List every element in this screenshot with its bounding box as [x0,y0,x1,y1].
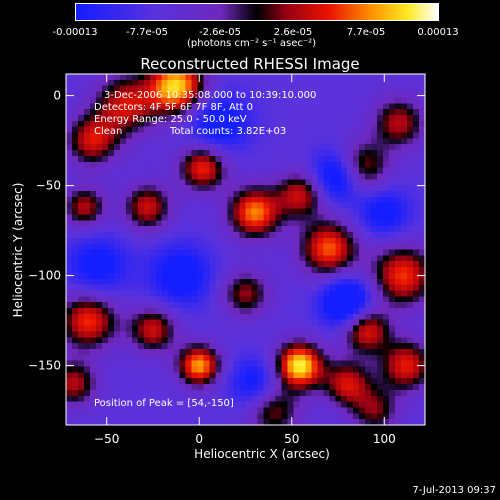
y-tick-label: −150 [28,359,61,373]
colorbar-unit-label: (photons cm⁻² s⁻¹ asec⁻²) [187,38,317,49]
colorbar [75,3,439,21]
colorbar-tick: -2.6e-05 [199,27,241,38]
y-axis-label: Heliocentric Y (arcsec) [11,183,25,318]
x-tick-label: −50 [94,432,119,446]
colorbar-tick: 0.00013 [417,27,459,38]
annotation-detectors: Detectors: 4F 5F 6F 7F 8F, Att 0 [94,102,254,113]
x-tick-label: 0 [195,432,203,446]
chart-title: Reconstructed RHESSI Image [140,55,360,73]
y-tick-label: 0 [53,89,61,103]
y-ticks: 0 −50 −100 −150 [28,89,425,373]
plot-frame [65,73,426,426]
annotation-time-range: 3-Dec-2006 10:35:08.000 to 10:39:10.000 [104,90,317,101]
x-axis-label: Heliocentric X (arcsec) [194,447,330,461]
annotation-energy: Energy Range: 25.0 - 50.0 keV [94,114,247,125]
y-tick-label: −100 [28,269,61,283]
x-tick-label: 50 [284,432,299,446]
x-tick-label: 100 [373,432,396,446]
annotation-counts: Total counts: 3.82E+03 [170,126,287,137]
colorbar-ticks: -0.00013 -7.7e-05 -2.6e-05 2.6e-05 7.7e-… [0,0,500,50]
x-ticks: −50 0 50 100 [94,74,396,446]
colorbar-tick: 2.6e-05 [273,27,313,38]
heatmap-image [66,74,425,425]
colorbar-tick: -7.7e-05 [126,27,168,38]
annotation-method: Clean [94,126,123,137]
colorbar-tick: 7.7e-05 [346,27,386,38]
y-tick-label: −50 [36,179,61,193]
annotation-peak-position: Position of Peak = [54,-150] [94,398,234,409]
footer-timestamp: 7-Jul-2013 09:37 [412,485,496,496]
colorbar-tick: -0.00013 [52,27,98,38]
